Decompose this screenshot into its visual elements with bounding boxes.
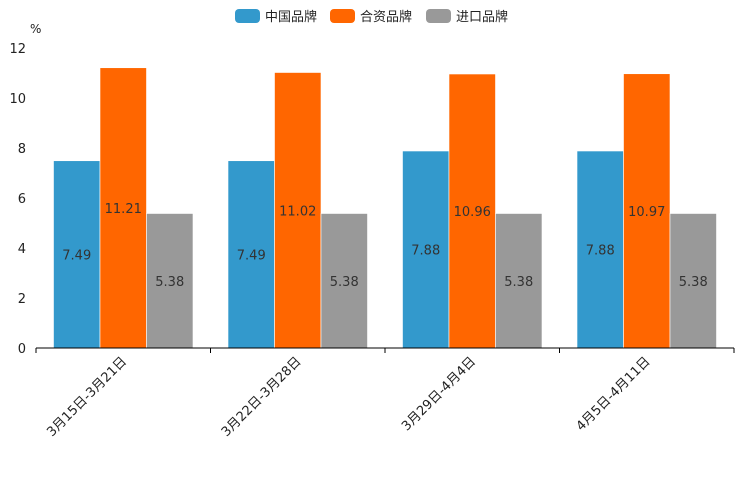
y-tick-label: 0 [18,342,26,357]
bar-3-1 [146,213,194,349]
y-tick-label: 12 [9,42,26,57]
data-label: 10.97 [628,205,665,220]
data-label: 7.88 [411,244,440,259]
y-axis: 0 2 4 6 8 10 12 [9,42,26,357]
y-tick-label: 6 [18,192,26,207]
data-label: 11.02 [279,204,316,219]
data-label: 5.38 [504,275,533,290]
data-label: 5.38 [155,275,184,290]
legend-swatch-1 [235,9,260,23]
x-tick-label: 3月15日-3月21日 [44,354,130,440]
legend-swatch-3 [426,9,451,23]
legend: 中国品牌 合资品牌 进口品牌 [235,9,508,25]
data-label: 5.38 [679,275,708,290]
y-tick-label: 4 [18,242,26,257]
data-label: 11.21 [105,202,142,217]
bar-3-4 [669,213,717,349]
x-tick-label: 3月29日-4月4日 [399,354,479,434]
legend-label-3: 进口品牌 [456,9,508,25]
y-tick-label: 2 [18,292,26,307]
bar-1-4 [576,150,624,349]
legend-swatch-2 [330,9,355,23]
bars [53,67,717,349]
data-label: 10.96 [454,205,491,220]
data-labels: 7.49 11.21 5.38 7.49 11.02 5.38 7.88 10.96 5.38 7… [62,202,707,290]
bar-1-2 [227,160,275,349]
y-tick-label: 8 [18,142,26,157]
data-label: 7.49 [237,248,266,263]
bar-2-1 [99,67,147,349]
data-label: 5.38 [330,275,359,290]
x-axis: 3月15日-3月21日 3月22日-3月28日 3月29日-4月4日 4月5日-4月1… [35,347,735,440]
bar-1-1 [53,160,101,349]
y-axis-unit-label: % [30,22,41,36]
x-tick-label: 4月5日-4月11日 [574,354,654,434]
y-tick-label: 10 [9,92,26,107]
legend-label-1: 中国品牌 [265,9,317,25]
bar-2-3 [448,73,496,349]
bar-3-2 [320,213,368,349]
legend-label-2: 合资品牌 [360,9,412,25]
data-label: 7.49 [62,248,91,263]
x-tick-label: 3月22日-3月28日 [219,354,305,440]
data-label: 7.88 [586,244,615,259]
bar-2-2 [274,72,322,349]
bar-2-4 [623,73,671,349]
